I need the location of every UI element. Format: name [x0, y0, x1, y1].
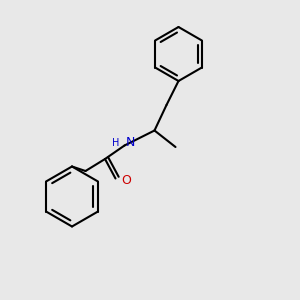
Text: H: H: [112, 137, 119, 148]
Text: O: O: [121, 173, 131, 187]
Text: N: N: [126, 136, 135, 149]
